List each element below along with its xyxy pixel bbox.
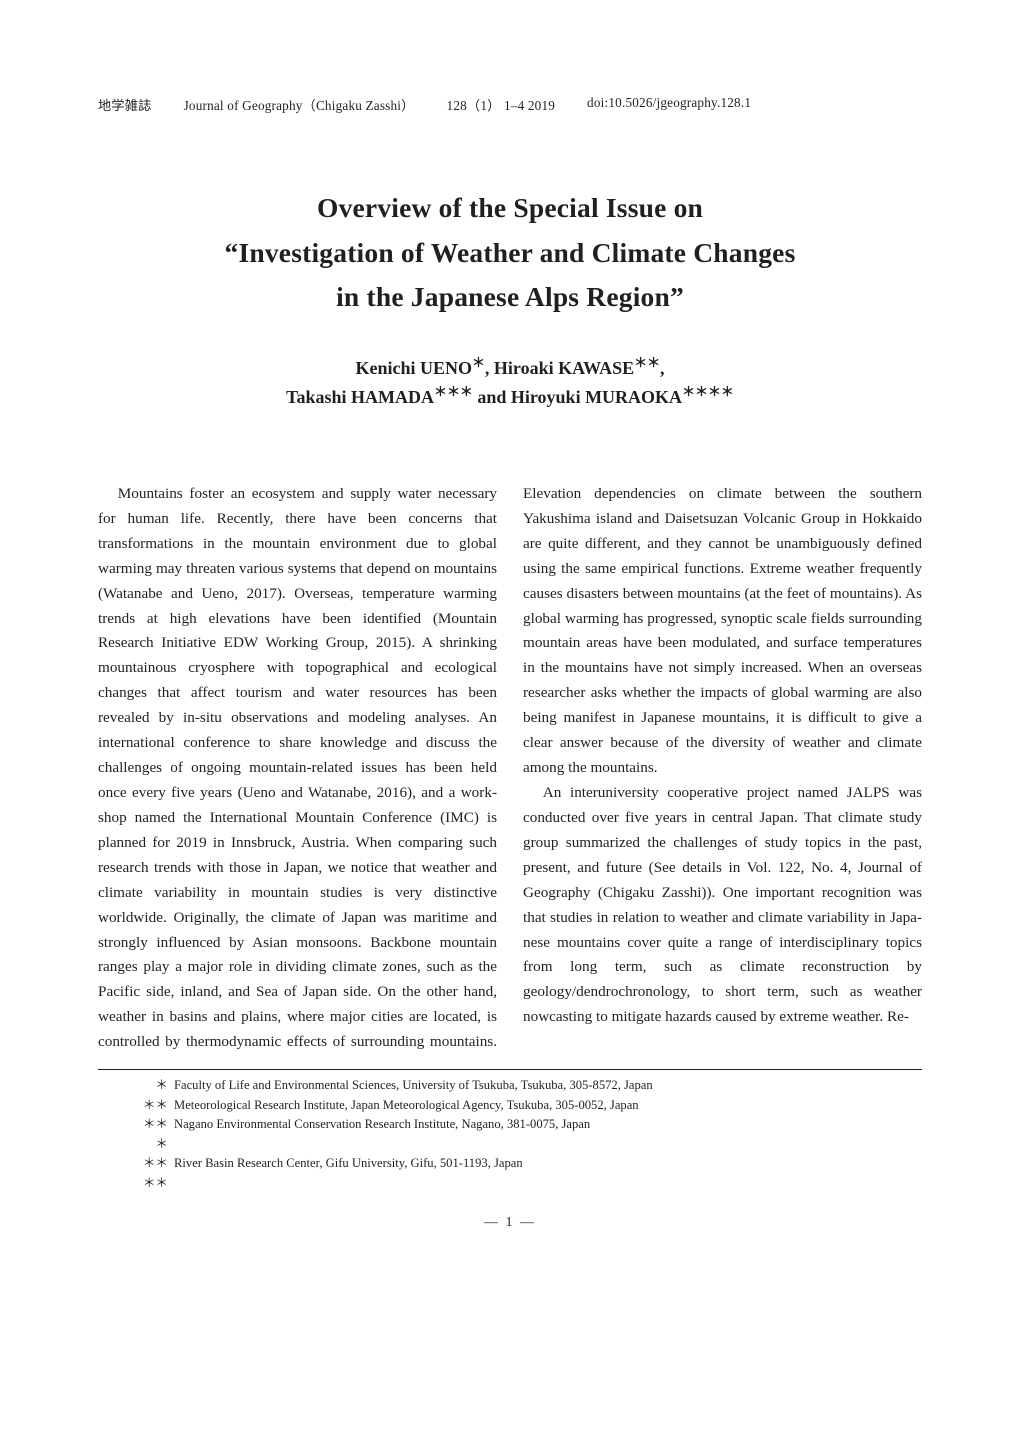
affiliation-text: Meteorological Research Institute, Japan…	[174, 1096, 639, 1116]
title-line-3: in the Japanese Alps Region”	[98, 275, 922, 320]
affiliation-row: ＊＊＊ Nagano Environmental Conservation Re…	[140, 1115, 922, 1154]
affiliation-row: ＊＊＊＊ River Basin Research Center, Gifu U…	[140, 1154, 922, 1193]
affiliation-row: ＊ Faculty of Life and Environmental Scie…	[140, 1076, 922, 1096]
affiliations: ＊ Faculty of Life and Environmental Scie…	[140, 1076, 922, 1193]
affil-mark-2: ＊＊	[634, 355, 660, 370]
header-doi: doi:10.5026/jgeography.128.1	[587, 95, 751, 114]
author-2-pre: , Hiroaki KAWASE	[485, 358, 634, 378]
affiliation-text: Nagano Environmental Conservation Resear…	[174, 1115, 590, 1154]
title-block: Overview of the Special Issue on “Invest…	[98, 186, 922, 320]
header-journal: Journal of Geography（Chigaku Zasshi）	[184, 95, 415, 114]
affiliation-text: Faculty of Life and Environmental Scienc…	[174, 1076, 653, 1096]
title-line-2: “Investigation of Weather and Climate Ch…	[98, 231, 922, 276]
header-jp: 地学雑誌	[98, 95, 152, 114]
affiliation-mark: ＊＊	[140, 1096, 174, 1116]
body-columns: Mountains foster an ecosystem and supply…	[98, 482, 922, 1055]
author-block: Kenichi UENO＊, Hiroaki KAWASE＊＊, Takashi…	[98, 354, 922, 412]
body-paragraph-2: An interuniversity cooperative project n…	[523, 781, 922, 1030]
affiliation-row: ＊＊ Meteorological Research Institute, Ja…	[140, 1096, 922, 1116]
affiliation-mark: ＊＊＊＊	[140, 1154, 174, 1193]
author-line-1: Kenichi UENO＊, Hiroaki KAWASE＊＊,	[98, 354, 922, 383]
affil-mark-3: ＊＊＊	[434, 384, 473, 399]
page: 地学雑誌 Journal of Geography（Chigaku Zasshi…	[0, 0, 1020, 1291]
affiliation-text: River Basin Research Center, Gifu Univer…	[174, 1154, 523, 1193]
header-issue: 128（1） 1–4 2019	[447, 95, 556, 114]
affiliation-mark: ＊	[140, 1076, 174, 1096]
affil-mark-1: ＊	[472, 355, 485, 370]
author-line1-post: ,	[660, 358, 665, 378]
affiliation-mark: ＊＊＊	[140, 1115, 174, 1154]
author-3: Takashi HAMADA	[286, 387, 434, 407]
affil-mark-4: ＊＊＊＊	[682, 384, 734, 399]
running-header: 地学雑誌 Journal of Geography（Chigaku Zasshi…	[98, 95, 922, 114]
author-1: Kenichi UENO	[355, 358, 472, 378]
title-line-1: Overview of the Special Issue on	[98, 186, 922, 231]
author-line-2: Takashi HAMADA＊＊＊ and Hiroyuki MURAOKA＊＊…	[98, 383, 922, 412]
author-4-pre: and Hiroyuki MURAOKA	[473, 387, 682, 407]
affiliation-rule	[98, 1069, 922, 1070]
page-number: — 1 —	[98, 1215, 922, 1231]
